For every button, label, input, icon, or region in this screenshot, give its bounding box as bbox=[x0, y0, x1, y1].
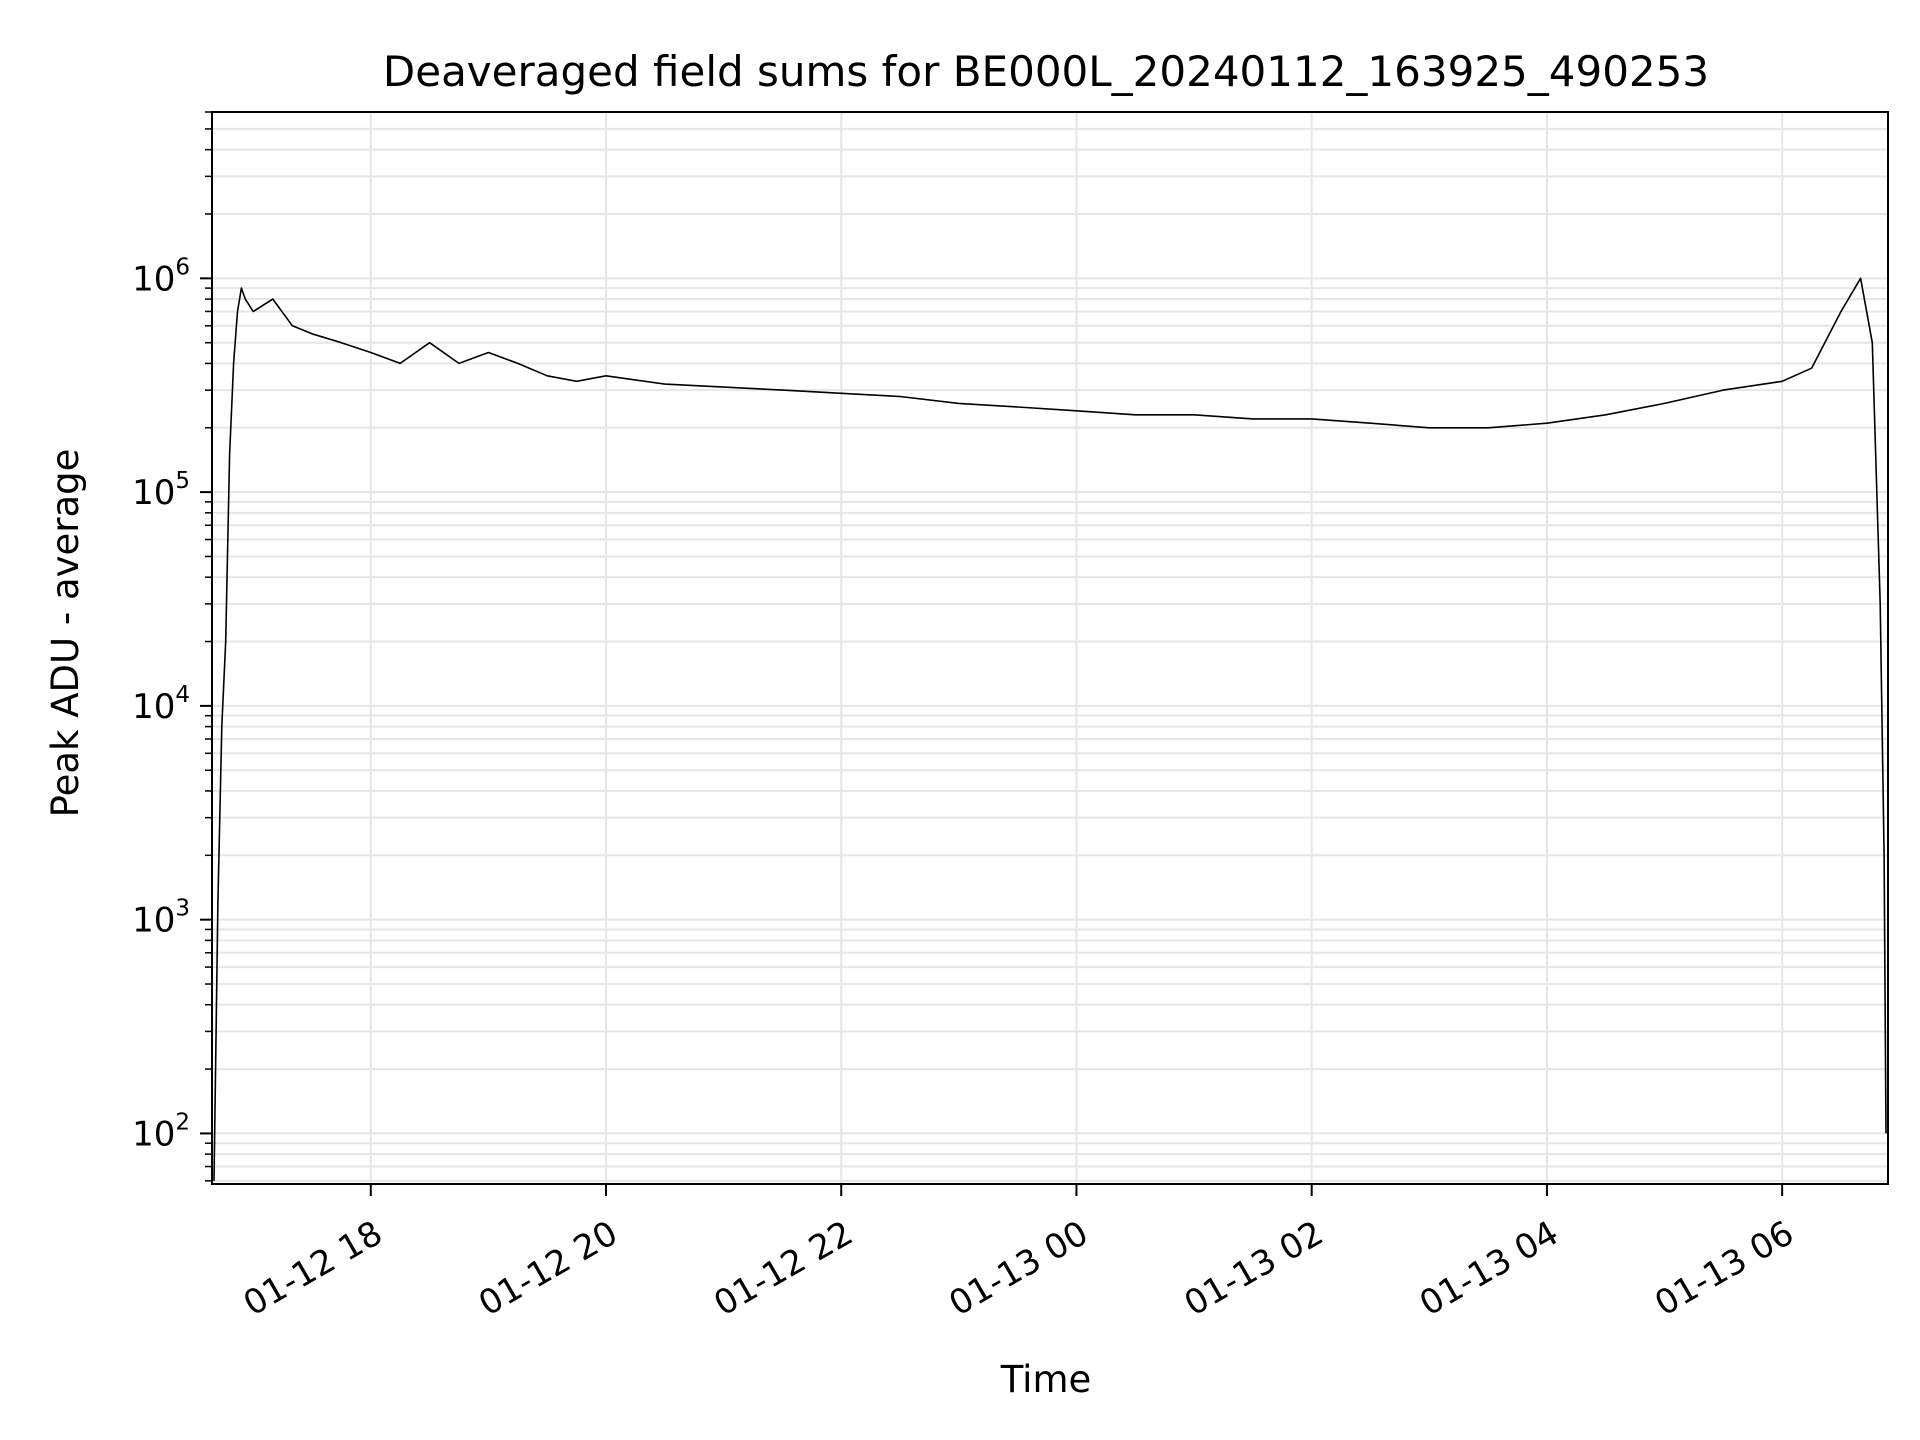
y-tick-label: 102 bbox=[132, 1109, 190, 1154]
grid-lines bbox=[212, 111, 1888, 1184]
x-tick-label: 01-13 00 bbox=[943, 1213, 1095, 1324]
y-tick-label: 105 bbox=[132, 468, 190, 513]
y-axis-label: Peak ADU - average bbox=[44, 449, 87, 818]
x-tick-label: 01-13 06 bbox=[1648, 1213, 1800, 1324]
series-layer bbox=[213, 277, 1887, 1181]
x-axis-label: Time bbox=[1000, 1358, 1092, 1401]
y-tick-label: 103 bbox=[132, 896, 190, 941]
plot-frame bbox=[211, 111, 1889, 1185]
x-tick-label: 01-12 18 bbox=[237, 1213, 389, 1324]
x-axis: 01-12 18 01-12 20 01-12 22 01-13 00 01-13 02… bbox=[237, 1184, 1801, 1324]
chart-title: Deaveraged field sums for BE000L_2024011… bbox=[383, 47, 1709, 96]
y-tick-label: 104 bbox=[132, 682, 190, 727]
x-tick-label: 01-12 20 bbox=[472, 1213, 624, 1324]
y-tick-label: 106 bbox=[132, 254, 190, 299]
x-tick-label: 01-13 02 bbox=[1178, 1213, 1330, 1324]
y-axis: 102 103 104 105 106 bbox=[132, 111, 212, 1182]
x-tick-label: 01-12 22 bbox=[707, 1213, 859, 1324]
x-tick-label: 01-13 04 bbox=[1413, 1213, 1565, 1324]
series-line-0 bbox=[213, 277, 1887, 1181]
